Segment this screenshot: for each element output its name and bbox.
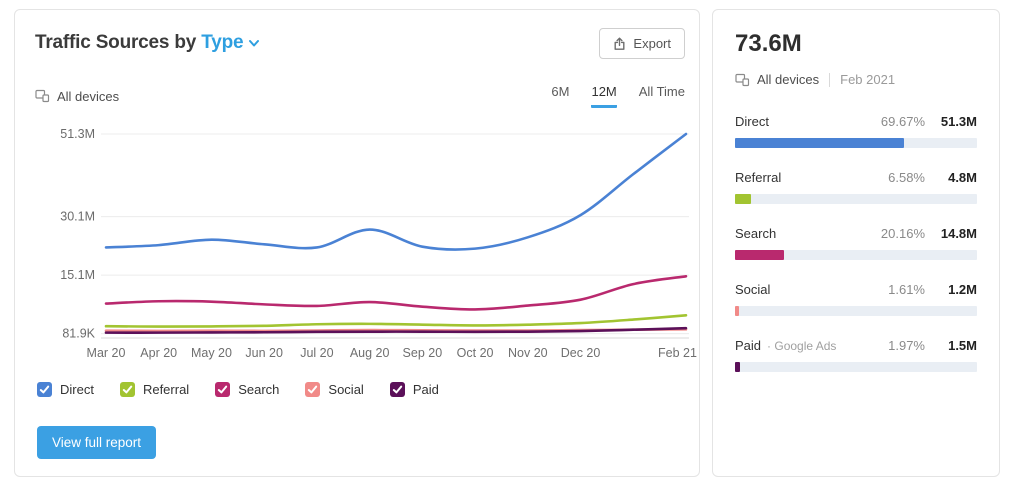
x-tick-label: Jun 20	[245, 346, 283, 360]
checkbox-checked-icon	[389, 382, 405, 397]
x-tick-label: May 20	[190, 346, 232, 360]
source-row-paid: Paid · Google Ads 1.97% 1.5M	[735, 338, 977, 372]
source-label: Search	[735, 226, 777, 241]
legend-label: Search	[238, 382, 280, 397]
source-bar-track	[735, 138, 977, 148]
source-value: 1.2M	[948, 282, 977, 297]
title-text: Traffic Sources by	[35, 32, 197, 53]
type-dropdown-label: Type	[201, 32, 244, 53]
source-row-referral: Referral 6.58% 4.8M	[735, 170, 977, 204]
legend-checkbox-search[interactable]: Search	[215, 382, 279, 397]
source-value: 14.8M	[940, 226, 977, 241]
legend-label: Paid	[412, 382, 439, 397]
source-label: Paid	[735, 338, 762, 353]
source-bar-track	[735, 194, 977, 204]
x-axis-labels: Mar 20 Apr 20 May 20 Jun 20 Jul 20 Aug 20 Sep …	[29, 346, 697, 362]
checkbox-checked-icon	[37, 382, 52, 397]
legend-label: Social	[328, 382, 364, 397]
source-percent: 69.67%	[880, 114, 925, 129]
x-tick-label: Feb 21	[657, 346, 697, 360]
range-tab-all-time[interactable]: All Time	[638, 84, 685, 99]
legend-checkbox-referral[interactable]: Referral	[119, 382, 190, 397]
x-tick-label: Oct 20	[456, 346, 494, 360]
source-bar-fill	[735, 306, 739, 316]
view-full-report-button[interactable]: View full report	[37, 426, 157, 459]
summary-device-filter: All devices	[735, 72, 819, 87]
x-tick-label: Mar 20	[86, 346, 126, 360]
legend-label: Direct	[60, 382, 94, 397]
x-tick-label: Dec 20	[560, 346, 601, 360]
source-percent: 20.16%	[880, 226, 925, 241]
export-icon	[614, 37, 625, 50]
x-tick-label: Nov 20	[508, 346, 548, 360]
divider	[829, 72, 831, 87]
traffic-summary-card: 73.6M All devices Feb 2021 Direct 69.67% 5…	[712, 9, 1000, 477]
source-bar-fill	[735, 250, 784, 260]
checkbox-checked-icon	[305, 382, 321, 397]
device-filter-label: All devices	[57, 88, 120, 104]
series-line-paid	[104, 326, 688, 334]
y-tick-label: 15.1M	[60, 268, 95, 282]
range-tab-6m[interactable]: 6M	[551, 84, 570, 99]
source-label: Social	[735, 282, 771, 297]
chart-plot: 51.3M 30.1M 15.1M 81.9K	[60, 127, 689, 341]
source-row-social: Social 1.61% 1.2M	[735, 282, 977, 316]
series-line-direct	[104, 132, 688, 251]
source-bar-fill	[735, 362, 740, 372]
type-dropdown[interactable]: Type	[201, 32, 260, 54]
x-tick-label: Apr 20	[140, 346, 178, 360]
source-row-search: Search 20.16% 14.8M	[735, 226, 977, 260]
chevron-down-icon	[249, 39, 260, 46]
source-bar-track	[735, 306, 977, 316]
summary-device-label: All devices	[757, 72, 820, 87]
source-sublabel: · Google Ads	[767, 339, 837, 353]
x-tick-label: Aug 20	[349, 346, 390, 360]
series-line-search	[104, 275, 688, 311]
range-tabs: 6M 12M All Time	[551, 84, 685, 108]
legend-checkbox-direct[interactable]: Direct	[37, 382, 94, 397]
source-bar-fill	[735, 138, 904, 148]
x-tick-label: Sep 20	[402, 346, 443, 360]
y-tick-label: 30.1M	[60, 210, 95, 224]
y-tick-label: 51.3M	[60, 127, 95, 141]
source-bar-fill	[735, 194, 751, 204]
legend-checkbox-social[interactable]: Social	[305, 382, 364, 397]
export-button[interactable]: Export	[599, 28, 685, 59]
checkbox-checked-icon	[119, 382, 135, 397]
chart-legend: Direct Referral Search Social Paid	[37, 382, 439, 397]
range-tab-12m[interactable]: 12M	[591, 84, 617, 108]
all-devices-icon	[35, 89, 50, 103]
series-line-referral	[104, 313, 688, 328]
x-tick-label: Jul 20	[300, 346, 334, 360]
page-title: Traffic Sources by Type	[35, 32, 260, 54]
source-value: 1.5M	[948, 338, 977, 353]
export-label: Export	[633, 36, 671, 51]
source-label: Direct	[735, 114, 769, 129]
source-percent: 6.58%	[888, 170, 925, 185]
source-value: 51.3M	[940, 114, 977, 129]
device-filter: All devices	[35, 89, 119, 104]
all-devices-icon	[735, 73, 750, 86]
source-percent: 1.97%	[888, 338, 925, 353]
summary-period: Feb 2021	[840, 72, 896, 87]
source-value: 4.8M	[948, 170, 977, 185]
source-bar-track	[735, 362, 977, 372]
legend-checkbox-paid[interactable]: Paid	[389, 382, 439, 397]
source-row-direct: Direct 69.67% 51.3M	[735, 114, 977, 148]
legend-label: Referral	[142, 382, 190, 397]
total-visits: 73.6M	[735, 30, 802, 57]
checkbox-checked-icon	[215, 382, 231, 397]
source-label: Referral	[735, 170, 782, 185]
traffic-sources-card: Traffic Sources by Type Export	[14, 9, 700, 477]
y-tick-label: 81.9K	[62, 327, 95, 341]
source-breakdown-list: Direct 69.67% 51.3M Referral 6.58% 4.8M Search…	[735, 114, 977, 394]
source-percent: 1.61%	[888, 282, 925, 297]
source-bar-track	[735, 250, 977, 260]
